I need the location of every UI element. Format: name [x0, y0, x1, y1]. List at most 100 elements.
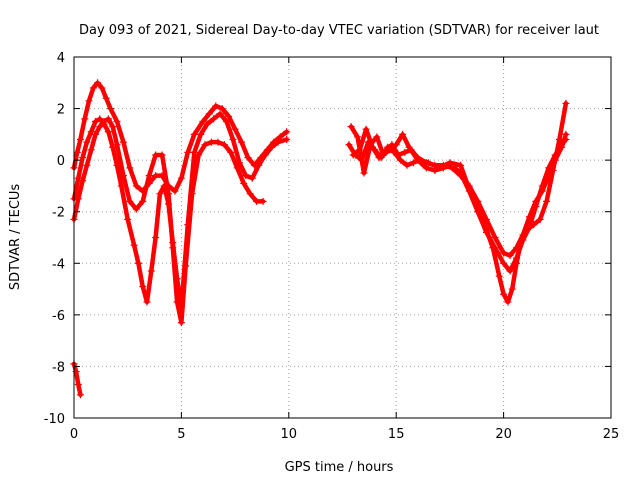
data-point [255, 161, 263, 169]
data-point [422, 159, 430, 167]
data-point [532, 197, 540, 205]
data-point [83, 161, 91, 169]
data-point [210, 115, 218, 123]
data-point [156, 190, 164, 198]
data-point [500, 290, 508, 298]
data-point [562, 99, 570, 107]
data-point [229, 136, 237, 144]
data-point [190, 148, 198, 156]
data-point [76, 136, 84, 144]
data-point [207, 138, 215, 146]
y-tick-label: -4 [52, 257, 65, 272]
data-point [536, 215, 544, 223]
y-tick-label: -6 [52, 309, 65, 324]
data-point [474, 197, 482, 205]
data-point [403, 161, 411, 169]
data-point [139, 282, 147, 290]
data-point [109, 143, 117, 151]
data-point [190, 130, 198, 138]
data-point [396, 156, 404, 164]
data-point [158, 151, 166, 159]
data-point [259, 197, 267, 205]
data-point [354, 133, 362, 141]
data-series [70, 79, 570, 399]
data-point [401, 148, 409, 156]
data-point [227, 148, 235, 156]
data-point [500, 249, 508, 257]
series-trace [71, 111, 289, 310]
data-point [182, 262, 190, 270]
data-point [373, 133, 381, 141]
data-point [538, 187, 546, 195]
data-point [500, 259, 508, 267]
data-point [431, 161, 439, 169]
data-point [87, 146, 95, 154]
data-point [119, 172, 127, 180]
data-point [474, 208, 482, 216]
data-point [197, 130, 205, 138]
data-point [81, 115, 89, 123]
data-point [246, 190, 254, 198]
axis-ticks: 0 5 10 15 20 25 -10 -8 -6 -4 -2 0 2 4 [44, 51, 620, 442]
data-point [132, 205, 140, 213]
data-point [79, 154, 87, 162]
data-point [240, 179, 248, 187]
data-point [248, 174, 256, 182]
grid [74, 57, 611, 418]
data-point [130, 241, 138, 249]
x-tick-label: 5 [177, 427, 185, 442]
data-point [145, 172, 153, 180]
series-arc-2 [70, 110, 291, 311]
x-tick-label: 20 [495, 427, 512, 442]
data-point [83, 138, 91, 146]
data-point [356, 146, 364, 154]
data-point [96, 123, 104, 131]
data-point [244, 154, 252, 162]
data-point [152, 151, 160, 159]
data-point [104, 115, 112, 123]
data-point [171, 187, 179, 195]
x-tick-label: 10 [281, 427, 298, 442]
data-point [394, 151, 402, 159]
data-point [124, 215, 132, 223]
data-point [91, 130, 99, 138]
data-point [242, 172, 250, 180]
data-point [139, 197, 147, 205]
data-point [177, 174, 185, 182]
data-point [74, 174, 82, 182]
x-tick-label: 15 [388, 427, 405, 442]
x-axis-label: GPS time / hours [285, 460, 394, 475]
data-point [491, 234, 499, 241]
data-point [203, 120, 211, 128]
data-point [109, 123, 117, 131]
y-tick-label: 0 [57, 154, 65, 169]
data-point [506, 267, 514, 275]
data-point [87, 128, 95, 136]
series-trace [348, 124, 569, 274]
data-point [201, 141, 209, 149]
data-point [465, 182, 473, 190]
data-point [283, 136, 291, 144]
data-point [457, 161, 465, 169]
data-point [414, 154, 422, 162]
data-point [216, 110, 224, 118]
data-point [169, 244, 177, 252]
data-point [268, 143, 276, 151]
data-point [407, 146, 415, 154]
data-point [399, 130, 407, 138]
data-point [91, 117, 99, 125]
data-point [184, 148, 192, 156]
data-point [126, 164, 134, 172]
data-point [231, 125, 239, 133]
data-point [360, 169, 368, 177]
data-point [491, 244, 499, 252]
series-arc-7 [349, 125, 570, 260]
data-point [253, 197, 261, 205]
series-arc-3 [70, 115, 267, 327]
data-point [482, 228, 490, 236]
data-point [89, 84, 97, 92]
data-point [347, 123, 355, 131]
data-point [369, 143, 377, 151]
data-point [94, 79, 102, 87]
chart-title: Day 093 of 2021, Sidereal Day-to-day VTE… [79, 23, 599, 38]
